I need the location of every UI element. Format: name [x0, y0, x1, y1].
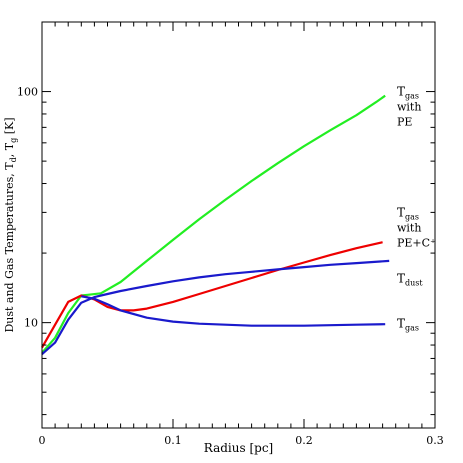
y-axis-label-unit: [K] [3, 117, 16, 137]
annotation-line: with [397, 101, 421, 114]
annotation-symbol: Tgas [397, 317, 419, 333]
x-axis-label: Radius [pc] [204, 441, 273, 455]
annotation-line: PE+C⁺ [397, 236, 436, 249]
series-layer [41, 94, 390, 356]
y-axis-label-sub-d: d [9, 157, 18, 162]
series-line-green-0 [41, 94, 386, 354]
series-line-blue-3 [81, 295, 386, 327]
x-tick-label: 0.3 [426, 434, 444, 447]
annotation-subscript: gas [405, 212, 419, 221]
annotation-symbol: Tdust [397, 272, 423, 288]
tick-layer [41, 21, 436, 428]
x-tick-label: 0 [39, 434, 46, 447]
y-axis-label-sub-g: g [9, 138, 18, 143]
annotation-subscript: dust [405, 279, 423, 288]
series-line-blue-2 [41, 259, 390, 356]
plot-frame [41, 21, 436, 429]
annotation-main: T [397, 272, 405, 286]
annotation-line: with [397, 221, 421, 234]
x-tick-label: 0.2 [295, 434, 313, 447]
y-axis-label: Dust and Gas Temperatures, Td, Tg [K] [3, 117, 18, 332]
annotation-line: PE [397, 116, 412, 129]
annotation-subscript: gas [405, 92, 419, 101]
annotation-symbol: Tgas [397, 85, 419, 101]
y-tick-label: 10 [24, 317, 38, 330]
curve-annotation-3: Tgas [397, 317, 419, 333]
tick-label-layer: 0 0.1 0.2 0.3 10 100 [17, 86, 444, 447]
annotation-symbol: Tgas [397, 205, 419, 221]
annotation-main: T [397, 205, 405, 219]
series-line-red-1 [41, 241, 383, 349]
curve-annotation-2: Tdust [397, 272, 423, 288]
annotation-subscript: gas [405, 324, 419, 333]
annotation-main: T [397, 317, 405, 331]
y-axis-label-sep: , T [3, 142, 16, 157]
annotation-main: T [397, 85, 405, 99]
x-tick-label: 0.1 [164, 434, 182, 447]
y-axis-label-main: Dust and Gas Temperatures, T [3, 162, 16, 333]
y-tick-label: 100 [17, 86, 38, 99]
